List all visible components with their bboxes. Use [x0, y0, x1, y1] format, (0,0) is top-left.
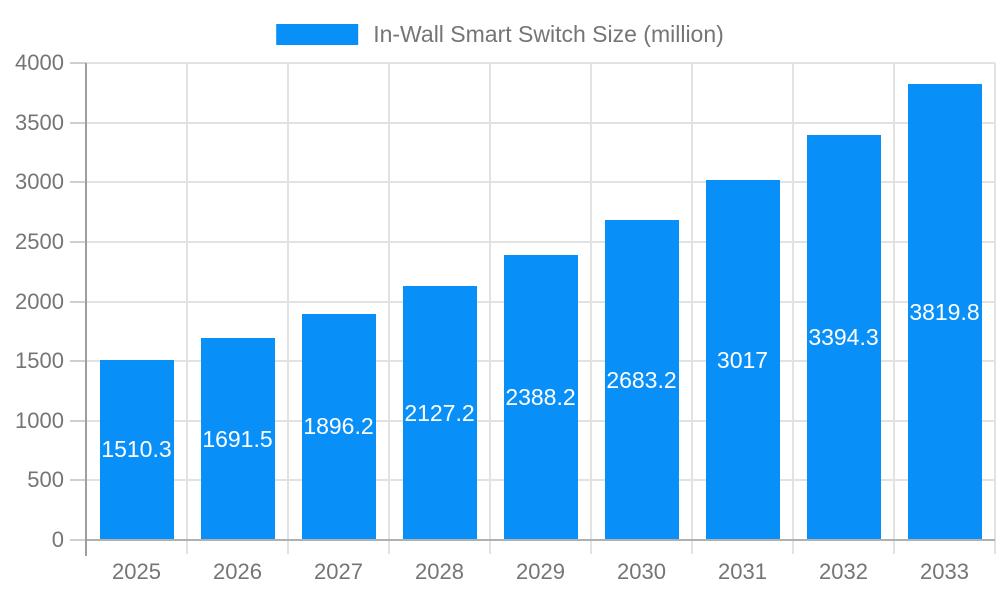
- y-axis-label: 2000: [15, 288, 64, 314]
- x-axis-tick: [388, 540, 390, 554]
- gridline-horizontal: [86, 62, 995, 64]
- x-axis-tick: [489, 540, 491, 554]
- x-axis-label: 2026: [213, 559, 262, 584]
- bar-2029[interactable]: 2388.2: [503, 255, 578, 540]
- bar-value-label: 3017: [716, 346, 769, 373]
- y-axis-tick: [70, 360, 86, 363]
- bar-2032[interactable]: 3394.3: [806, 135, 881, 540]
- bar-value-label: 2683.2: [606, 366, 677, 393]
- x-axis-baseline: [86, 539, 995, 541]
- y-axis-tick: [70, 479, 86, 482]
- gridline-horizontal: [86, 121, 995, 124]
- gridline-vertical: [691, 63, 693, 540]
- x-axis-label: 2032: [819, 559, 868, 584]
- y-axis-label: 3500: [15, 109, 64, 135]
- gridline-vertical: [792, 63, 794, 540]
- y-axis-tick: [70, 419, 86, 422]
- x-axis-label: 2031: [718, 559, 767, 584]
- gridline-vertical: [489, 63, 491, 540]
- x-axis-tick: [792, 540, 794, 554]
- bar-2027[interactable]: 1896.2: [301, 313, 376, 540]
- bar-value-label: 3819.8: [909, 298, 980, 325]
- y-axis-tick: [70, 181, 86, 184]
- y-axis-label: 0: [51, 527, 64, 552]
- x-axis-tick: [893, 540, 895, 554]
- x-axis-label: 2030: [617, 559, 666, 584]
- bar-value-label: 1896.2: [303, 413, 374, 440]
- bar-value-label: 1691.5: [202, 425, 273, 452]
- bar-2025[interactable]: 1510.3: [99, 359, 174, 540]
- y-axis-tick: [70, 62, 86, 64]
- gridline-vertical: [590, 63, 592, 540]
- x-axis-label: 2027: [314, 559, 363, 584]
- y-axis-label: 1500: [15, 348, 64, 374]
- gridline-vertical: [994, 63, 996, 540]
- y-axis-label: 3000: [15, 169, 64, 195]
- x-axis-tick: [287, 540, 289, 554]
- bar-value-label: 3394.3: [808, 324, 879, 351]
- gridline-vertical: [287, 63, 289, 540]
- gridline-vertical: [388, 63, 390, 540]
- y-axis-label: 500: [27, 467, 64, 493]
- x-axis-tick: [590, 540, 592, 554]
- y-axis-tick: [70, 121, 86, 124]
- x-axis-label: 2029: [516, 559, 565, 584]
- bar-2028[interactable]: 2127.2: [402, 286, 477, 540]
- y-axis-tick: [70, 539, 86, 541]
- bar-2031[interactable]: 3017: [705, 180, 780, 540]
- gridline-horizontal: [86, 181, 995, 184]
- legend[interactable]: In-Wall Smart Switch Size (million): [276, 21, 724, 48]
- legend-label: In-Wall Smart Switch Size (million): [373, 21, 724, 47]
- y-axis-label: 1000: [15, 407, 64, 433]
- y-axis-label: 4000: [15, 50, 64, 75]
- x-axis-tick: [186, 540, 188, 554]
- y-axis-line: [85, 63, 87, 556]
- x-axis-label: 2025: [112, 559, 161, 584]
- bar-2033[interactable]: 3819.8: [907, 84, 982, 540]
- gridline-horizontal: [86, 240, 995, 243]
- legend-swatch[interactable]: [276, 24, 359, 45]
- bar-value-label: 2127.2: [404, 399, 475, 426]
- gridline-vertical: [186, 63, 188, 540]
- bar-2030[interactable]: 2683.2: [604, 220, 679, 540]
- y-axis-tick: [70, 240, 86, 243]
- bar-value-label: 1510.3: [101, 436, 172, 463]
- bar-value-label: 2388.2: [505, 384, 576, 411]
- x-axis-label: 2033: [920, 559, 969, 584]
- gridline-vertical: [893, 63, 895, 540]
- y-axis-label: 2500: [15, 228, 64, 254]
- x-axis-tick: [691, 540, 693, 554]
- x-axis-label: 2028: [415, 559, 464, 584]
- bar-2026[interactable]: 1691.5: [200, 338, 275, 540]
- y-axis-tick: [70, 300, 86, 303]
- x-axis-tick: [994, 540, 996, 554]
